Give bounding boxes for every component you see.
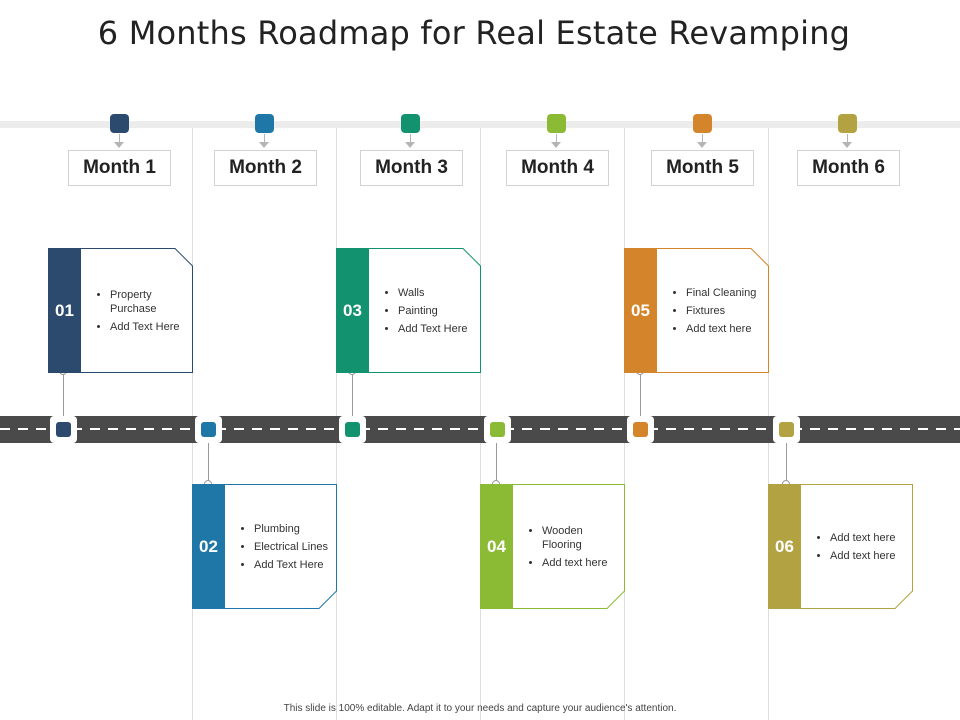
connector-stem [410,134,411,144]
connector-stem [556,134,557,144]
card-number: 04 [480,484,513,609]
road-node-2 [195,416,222,443]
card-connector [496,443,497,485]
road-node-square [345,422,360,437]
card-bullet: Add text here [830,531,907,545]
month-label: Month 1 [68,150,171,186]
road-lane-dashes [0,428,960,430]
milestone-card-5: 05 Final Cleaning Fixtures Add text here [624,248,769,373]
milestone-card-2: 02 Plumbing Electrical Lines Add Text He… [192,484,337,609]
card-bullet: Final Cleaning [686,286,763,300]
arrow-down-icon [697,142,707,148]
month-marker-square [401,114,420,133]
arrow-down-icon [405,142,415,148]
month-marker-square [547,114,566,133]
card-number: 05 [624,248,657,373]
card-bullet: Add text here [686,322,763,336]
card-bullet: Painting [398,304,475,318]
card-bullet: Plumbing [254,522,331,536]
card-bullet: Add text here [542,556,619,570]
card-number: 03 [336,248,369,373]
month-label: Month 5 [651,150,754,186]
arrow-down-icon [842,142,852,148]
card-bullet-list: Final Cleaning Fixtures Add text here [664,248,763,373]
connector-stem [119,134,120,144]
arrow-down-icon [551,142,561,148]
month-label: Month 4 [506,150,609,186]
road-node-3 [339,416,366,443]
connector-stem [847,134,848,144]
month-label: Month 6 [797,150,900,186]
card-bullet-list: Add text here Add text here [808,484,907,609]
footer-note: This slide is 100% editable. Adapt it to… [283,703,677,714]
month-label: Month 2 [214,150,317,186]
card-bullet-list: Wooden Flooring Add text here [520,484,619,609]
connector-stem [264,134,265,144]
road-node-square [633,422,648,437]
card-bullet-list: Plumbing Electrical Lines Add Text Here [232,484,331,609]
card-bullet-list: Property Purchase Add Text Here [88,248,187,373]
milestone-card-6: 06 Add text here Add text here [768,484,913,609]
top-timeline-bar [0,121,960,128]
month-marker-square [255,114,274,133]
page-title: 6 Months Roadmap for Real Estate Revampi… [97,14,851,52]
card-number: 02 [192,484,225,609]
month-marker-square [110,114,129,133]
card-bullet: Add Text Here [398,322,475,336]
milestone-card-4: 04 Wooden Flooring Add text here [480,484,625,609]
card-number: 06 [768,484,801,609]
card-bullet: Add Text Here [254,558,331,572]
month-label: Month 3 [360,150,463,186]
card-bullet: Fixtures [686,304,763,318]
road-node-4 [484,416,511,443]
card-bullet-list: Walls Painting Add Text Here [376,248,475,373]
road-node-square [490,422,505,437]
card-connector [63,373,64,416]
connector-stem [702,134,703,144]
road-node-5 [627,416,654,443]
card-bullet: Property Purchase [110,288,187,316]
card-bullet: Add Text Here [110,320,187,334]
card-bullet: Wooden Flooring [542,524,619,552]
card-connector [352,373,353,416]
road-node-square [201,422,216,437]
arrow-down-icon [259,142,269,148]
road-node-square [779,422,794,437]
card-bullet: Walls [398,286,475,300]
card-bullet: Add text here [830,549,907,563]
card-connector [786,443,787,485]
road-node-square [56,422,71,437]
card-connector [640,373,641,416]
road-timeline [0,416,960,443]
road-node-1 [50,416,77,443]
card-connector [208,443,209,485]
milestone-card-1: 01 Property Purchase Add Text Here [48,248,193,373]
arrow-down-icon [114,142,124,148]
card-bullet: Electrical Lines [254,540,331,554]
road-node-6 [773,416,800,443]
milestone-card-3: 03 Walls Painting Add Text Here [336,248,481,373]
card-number: 01 [48,248,81,373]
month-marker-square [838,114,857,133]
month-marker-square [693,114,712,133]
